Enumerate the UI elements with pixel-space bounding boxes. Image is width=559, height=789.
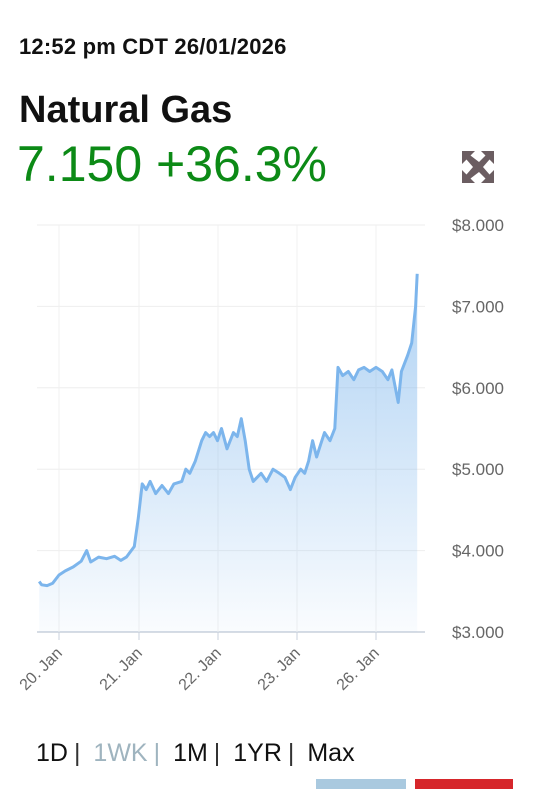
range-selector: 1D | 1WK | 1M | 1YR | Max bbox=[36, 739, 355, 767]
x-tick-label: 20. Jan bbox=[17, 645, 66, 694]
instrument-name: Natural Gas bbox=[19, 89, 233, 131]
price-line bbox=[37, 273, 419, 588]
x-tick-label: 23. Jan bbox=[255, 645, 304, 694]
x-tick-label: 22. Jan bbox=[176, 645, 225, 694]
y-tick-label: $7.000 bbox=[452, 297, 504, 316]
x-tick-label: 21. Jan bbox=[97, 645, 146, 694]
y-tick-label: $4.000 bbox=[452, 542, 504, 561]
range-1yr[interactable]: 1YR bbox=[233, 739, 282, 767]
y-tick-label: $8.000 bbox=[452, 216, 504, 235]
range-1d[interactable]: 1D bbox=[36, 739, 68, 767]
red-button[interactable] bbox=[415, 779, 513, 789]
price-quote: 7.150 +36.3% bbox=[17, 136, 327, 192]
y-tick-label: $5.000 bbox=[452, 460, 504, 479]
timestamp: 12:52 pm CDT 26/01/2026 bbox=[19, 34, 287, 59]
expand-arrows-icon[interactable] bbox=[458, 148, 500, 188]
y-tick-label: $3.000 bbox=[452, 623, 504, 642]
price-chart: $3.000 $4.000 $5.000 $6.000 $7.000 $8.000 20. … bbox=[17, 216, 504, 694]
range-1m[interactable]: 1M bbox=[173, 739, 208, 767]
range-1wk[interactable]: 1WK bbox=[93, 739, 148, 767]
x-tick-label: 26. Jan bbox=[334, 645, 383, 694]
y-tick-label: $6.000 bbox=[452, 379, 504, 398]
price-area bbox=[39, 273, 418, 632]
range-max[interactable]: Max bbox=[307, 739, 355, 767]
blue-button[interactable] bbox=[316, 779, 406, 789]
